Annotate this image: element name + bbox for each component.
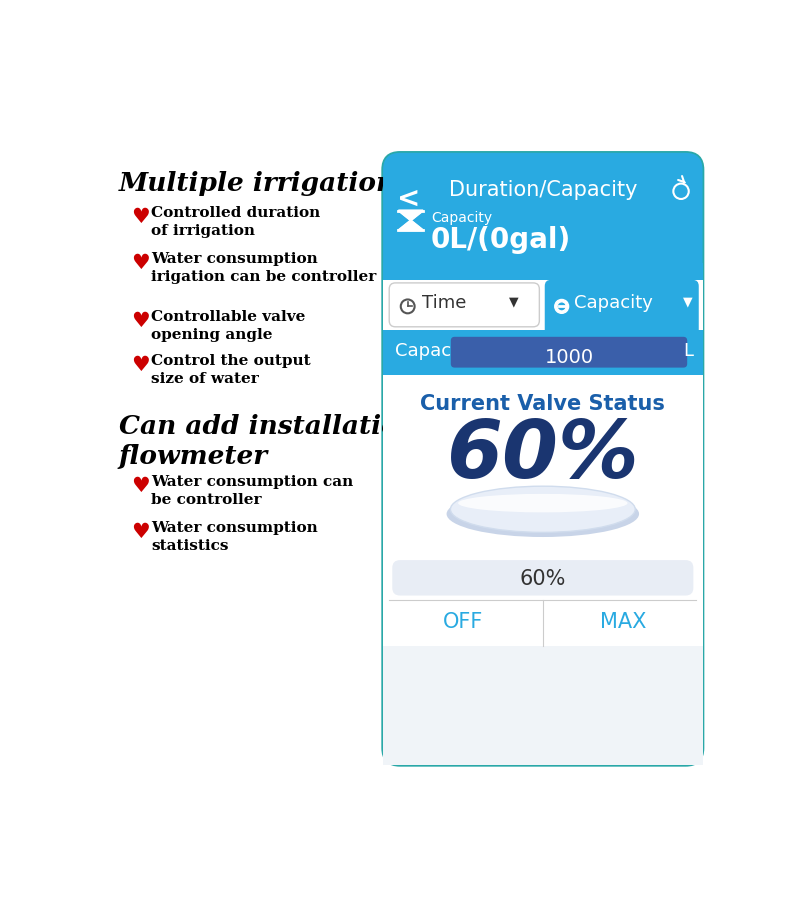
Bar <box>383 280 702 330</box>
Bar <box>383 646 702 765</box>
Text: Capacity: Capacity <box>430 211 492 224</box>
Polygon shape <box>398 211 423 221</box>
FancyBboxPatch shape <box>545 280 698 339</box>
Bar <box>383 330 702 375</box>
Text: <: < <box>397 185 420 214</box>
Polygon shape <box>398 221 423 231</box>
Text: 60%: 60% <box>520 569 566 589</box>
FancyBboxPatch shape <box>383 153 702 765</box>
Text: Controllable valve
opening angle: Controllable valve opening angle <box>151 310 306 341</box>
FancyBboxPatch shape <box>392 560 694 596</box>
Text: Capac: Capac <box>394 342 450 360</box>
Text: Duration/Capacity: Duration/Capacity <box>449 179 637 200</box>
Text: Time: Time <box>422 294 466 312</box>
Text: 60%: 60% <box>446 417 639 495</box>
Circle shape <box>557 302 566 311</box>
Text: Water consumption
irigation can be controller: Water consumption irigation can be contr… <box>151 252 377 284</box>
Text: 0L/(0gal): 0L/(0gal) <box>430 226 571 254</box>
Text: ♥: ♥ <box>131 354 150 375</box>
Text: ♥: ♥ <box>131 253 150 273</box>
Text: ♥: ♥ <box>131 311 150 331</box>
Ellipse shape <box>458 494 627 513</box>
Text: L: L <box>683 342 694 360</box>
Text: Water consumption can
be controller: Water consumption can be controller <box>151 476 354 507</box>
Text: ♥: ♥ <box>131 206 150 227</box>
Circle shape <box>554 299 569 314</box>
FancyBboxPatch shape <box>383 153 702 280</box>
Text: MAX: MAX <box>599 613 646 633</box>
Text: Controlled duration
of irrigation: Controlled duration of irrigation <box>151 206 321 238</box>
Text: ♥: ♥ <box>131 522 150 542</box>
Text: Multiple irrigation mode: Multiple irrigation mode <box>119 171 486 196</box>
Ellipse shape <box>450 487 635 532</box>
Text: Water consumption
statistics: Water consumption statistics <box>151 521 318 552</box>
FancyBboxPatch shape <box>390 283 539 327</box>
Text: 1000: 1000 <box>545 348 594 367</box>
Bar <box>383 375 702 556</box>
Bar <box>383 556 702 600</box>
Text: Current Valve Status: Current Valve Status <box>420 394 666 414</box>
Bar <box>383 600 702 646</box>
Text: ▼: ▼ <box>509 296 518 308</box>
Ellipse shape <box>446 491 639 537</box>
Text: Can add installation
flowmeter: Can add installation flowmeter <box>119 414 418 469</box>
Bar <box>383 263 702 280</box>
Text: ♥: ♥ <box>131 477 150 496</box>
Text: Control the output
size of water: Control the output size of water <box>151 354 311 386</box>
Text: ▼: ▼ <box>683 296 693 308</box>
Text: Capacity: Capacity <box>574 294 653 312</box>
FancyBboxPatch shape <box>451 337 687 368</box>
Text: OFF: OFF <box>442 613 483 633</box>
